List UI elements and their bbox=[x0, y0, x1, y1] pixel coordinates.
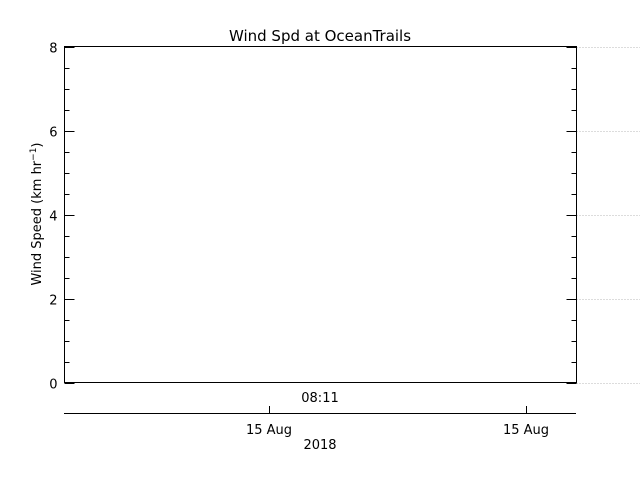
chart-title: Wind Spd at OceanTrails bbox=[229, 27, 411, 45]
plot-frame bbox=[64, 46, 577, 383]
x-year-label: 2018 bbox=[303, 438, 336, 453]
y-axis-label-exponent: −1 bbox=[29, 148, 39, 161]
y-tick-label: 6 bbox=[49, 126, 57, 141]
y-tick-label: 8 bbox=[49, 42, 57, 57]
y-tick-label: 4 bbox=[49, 210, 57, 225]
y-axis-label: Wind Speed (km hr−1) bbox=[29, 142, 45, 285]
x-time-label: 08:11 bbox=[301, 391, 338, 406]
x-date-label-2: 15 Aug bbox=[503, 423, 549, 438]
grid-lines bbox=[576, 47, 640, 384]
x-date-label-1: 15 Aug bbox=[246, 423, 292, 438]
y-tick-label: 0 bbox=[49, 378, 57, 393]
y-axis-label-close: ) bbox=[30, 142, 45, 147]
y-axis-tick-labels: 0 2 4 6 8 bbox=[49, 42, 57, 393]
y-axis-ticks bbox=[64, 47, 577, 384]
y-tick-label: 2 bbox=[49, 294, 57, 309]
y-axis-label-text: Wind Speed (km hr bbox=[30, 160, 45, 285]
